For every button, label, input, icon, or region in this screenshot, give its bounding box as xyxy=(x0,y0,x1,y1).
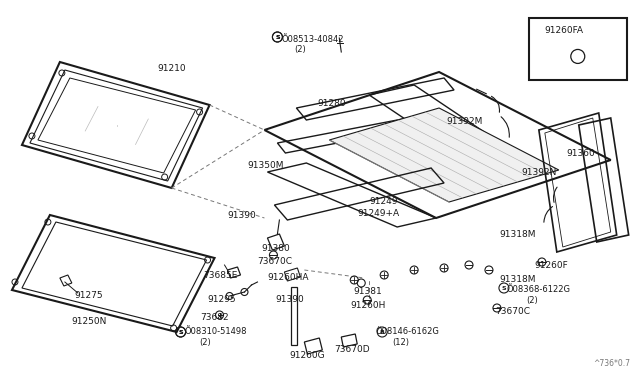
Polygon shape xyxy=(227,267,241,278)
Text: 91280: 91280 xyxy=(317,99,346,108)
Text: 73670D: 73670D xyxy=(334,344,370,353)
Text: 73685E: 73685E xyxy=(204,270,238,279)
Text: ^736*0.7: ^736*0.7 xyxy=(593,359,630,368)
Text: S: S xyxy=(179,330,183,334)
Text: S: S xyxy=(179,330,183,334)
Text: 91260F: 91260F xyxy=(535,262,568,270)
Text: (2): (2) xyxy=(294,45,306,54)
Text: Õ08513-40842: Õ08513-40842 xyxy=(282,35,344,44)
Text: 91318M: 91318M xyxy=(499,276,536,285)
Text: 91360: 91360 xyxy=(567,148,596,157)
Text: 91260G: 91260G xyxy=(289,352,325,360)
Text: 91260H: 91260H xyxy=(350,301,386,310)
Text: 91250N: 91250N xyxy=(72,317,108,327)
Text: 91275: 91275 xyxy=(75,292,104,301)
Text: 73670C: 73670C xyxy=(495,308,530,317)
Text: 91249: 91249 xyxy=(369,196,397,205)
Text: 91318M: 91318M xyxy=(499,230,536,238)
Text: 91390: 91390 xyxy=(275,295,304,305)
Text: 91392M: 91392M xyxy=(446,116,483,125)
Text: 73670C: 73670C xyxy=(257,257,292,266)
Text: 91249+A: 91249+A xyxy=(357,208,399,218)
Text: 73682: 73682 xyxy=(200,314,229,323)
Text: 91392N: 91392N xyxy=(521,167,556,176)
Text: (2): (2) xyxy=(526,295,538,305)
Text: S: S xyxy=(275,35,280,39)
Text: 91210: 91210 xyxy=(157,64,186,73)
Text: (2): (2) xyxy=(200,337,211,346)
Text: 91350M: 91350M xyxy=(248,160,284,170)
Polygon shape xyxy=(330,108,559,202)
Text: 91390: 91390 xyxy=(227,211,256,219)
Text: Õ08368-6122G: Õ08368-6122G xyxy=(507,285,571,295)
Text: B: B xyxy=(380,330,385,334)
Text: S: S xyxy=(275,35,280,39)
Text: S: S xyxy=(502,285,506,291)
Text: 91295: 91295 xyxy=(207,295,236,305)
Text: 91260HA: 91260HA xyxy=(268,273,309,282)
Text: Ö08146-6162G: Ö08146-6162G xyxy=(375,327,439,337)
Bar xyxy=(529,18,627,80)
Text: 91381: 91381 xyxy=(353,288,382,296)
Text: 91380: 91380 xyxy=(262,244,290,253)
Text: 91260FA: 91260FA xyxy=(545,26,584,35)
Text: (12): (12) xyxy=(392,337,409,346)
Text: Õ08310-51498: Õ08310-51498 xyxy=(184,327,247,337)
